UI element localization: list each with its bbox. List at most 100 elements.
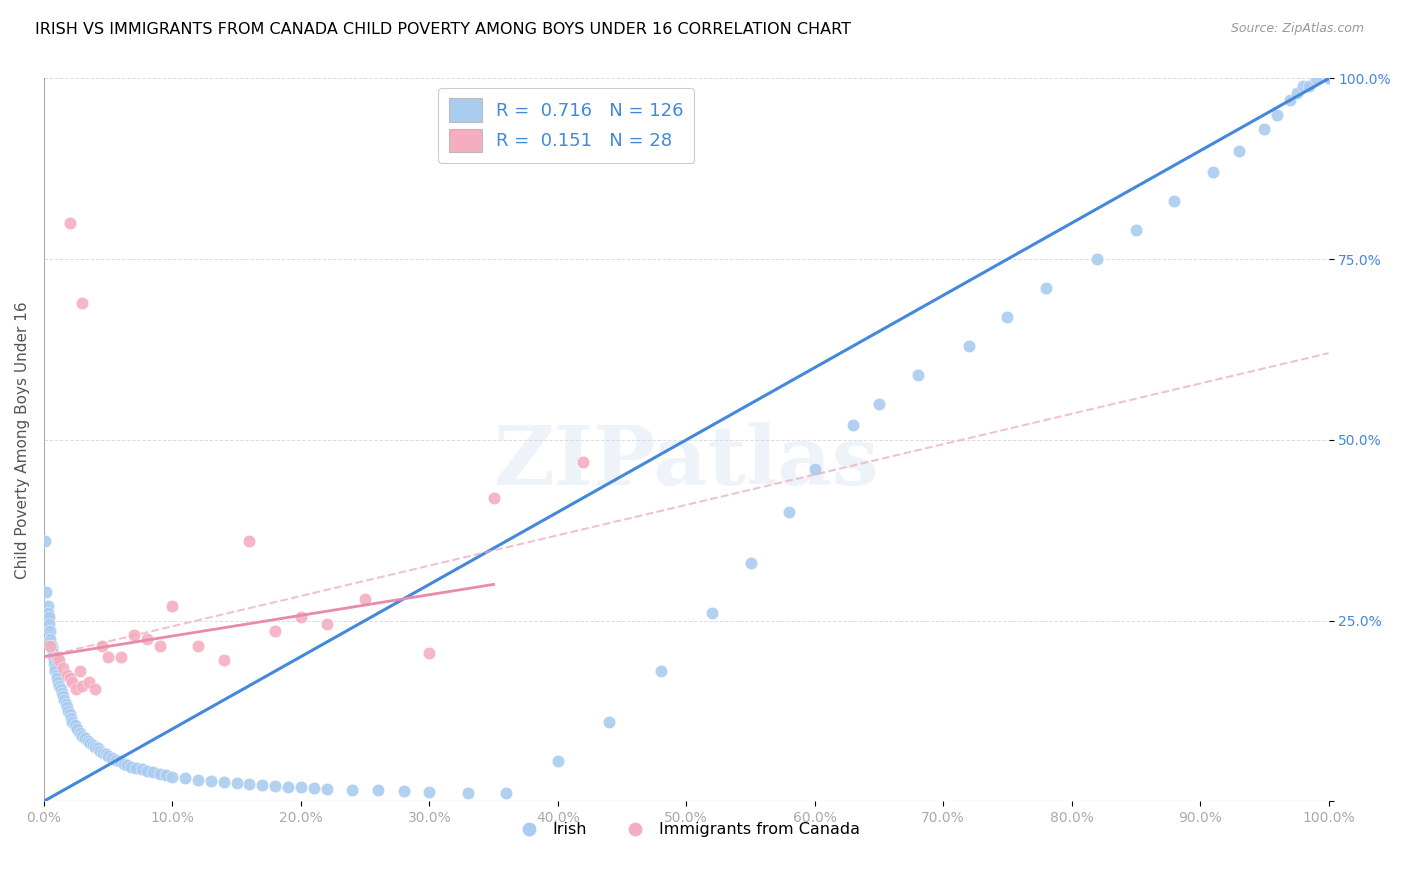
Point — [290, 610, 312, 624]
Point — [1317, 71, 1340, 86]
Point — [225, 776, 247, 790]
Point — [37, 607, 59, 621]
Point — [1317, 71, 1340, 86]
Point — [842, 418, 865, 433]
Point — [1317, 71, 1340, 86]
Point — [42, 649, 65, 664]
Point — [39, 624, 62, 639]
Y-axis label: Child Poverty Among Boys Under 16: Child Poverty Among Boys Under 16 — [15, 301, 30, 579]
Point — [1317, 71, 1340, 86]
Point — [97, 649, 120, 664]
Point — [135, 764, 157, 778]
Point — [37, 599, 59, 613]
Point — [39, 632, 62, 646]
Point — [650, 664, 672, 678]
Point — [238, 534, 260, 549]
Point — [120, 759, 142, 773]
Point — [1317, 71, 1340, 86]
Point — [94, 747, 117, 762]
Point — [1317, 71, 1340, 86]
Point — [63, 718, 86, 732]
Point — [418, 785, 440, 799]
Point — [89, 744, 111, 758]
Point — [418, 646, 440, 660]
Point — [1279, 93, 1302, 107]
Point — [1317, 71, 1340, 86]
Point — [131, 763, 153, 777]
Point — [38, 610, 60, 624]
Point — [598, 714, 620, 729]
Point — [290, 780, 312, 795]
Point — [302, 781, 325, 796]
Point — [457, 786, 479, 800]
Point — [112, 756, 135, 771]
Point — [997, 310, 1019, 324]
Point — [957, 339, 980, 353]
Point — [1163, 194, 1185, 209]
Point — [1317, 71, 1340, 86]
Point — [90, 639, 112, 653]
Point — [45, 671, 67, 685]
Point — [41, 639, 63, 653]
Point — [1298, 78, 1320, 93]
Point — [148, 766, 170, 780]
Point — [49, 682, 72, 697]
Point — [39, 639, 62, 653]
Point — [1317, 71, 1340, 86]
Point — [1317, 71, 1340, 86]
Point — [1317, 71, 1340, 86]
Point — [59, 711, 82, 725]
Text: IRISH VS IMMIGRANTS FROM CANADA CHILD POVERTY AMONG BOYS UNDER 16 CORRELATION CH: IRISH VS IMMIGRANTS FROM CANADA CHILD PO… — [35, 22, 851, 37]
Point — [72, 729, 94, 743]
Point — [1087, 252, 1109, 267]
Point — [700, 607, 723, 621]
Point — [200, 774, 222, 789]
Point — [73, 731, 96, 746]
Point — [135, 632, 157, 646]
Point — [1317, 71, 1340, 86]
Point — [803, 462, 825, 476]
Point — [1305, 71, 1327, 86]
Point — [38, 617, 60, 632]
Point — [87, 741, 110, 756]
Point — [1292, 78, 1315, 93]
Point — [264, 779, 287, 793]
Point — [52, 660, 75, 674]
Point — [572, 454, 595, 468]
Point — [740, 556, 762, 570]
Point — [122, 628, 145, 642]
Point — [101, 751, 124, 765]
Point — [354, 591, 377, 606]
Point — [44, 664, 66, 678]
Point — [1253, 122, 1275, 136]
Point — [1202, 165, 1225, 179]
Point — [174, 771, 197, 785]
Point — [1317, 71, 1340, 86]
Point — [84, 739, 107, 754]
Point — [187, 772, 209, 787]
Point — [264, 624, 287, 639]
Point — [72, 295, 94, 310]
Point — [1317, 71, 1340, 86]
Point — [125, 761, 148, 775]
Point — [110, 649, 132, 664]
Point — [162, 599, 184, 613]
Point — [1265, 107, 1288, 121]
Point — [48, 653, 70, 667]
Point — [79, 736, 101, 750]
Point — [56, 700, 79, 714]
Point — [212, 775, 235, 789]
Point — [117, 758, 139, 772]
Point — [1317, 71, 1340, 86]
Point — [34, 534, 56, 549]
Point — [212, 653, 235, 667]
Point — [44, 653, 66, 667]
Text: Source: ZipAtlas.com: Source: ZipAtlas.com — [1230, 22, 1364, 36]
Point — [142, 765, 165, 780]
Point — [1035, 281, 1057, 295]
Point — [778, 505, 800, 519]
Point — [53, 693, 76, 707]
Point — [1317, 71, 1340, 86]
Point — [58, 707, 80, 722]
Point — [495, 786, 517, 800]
